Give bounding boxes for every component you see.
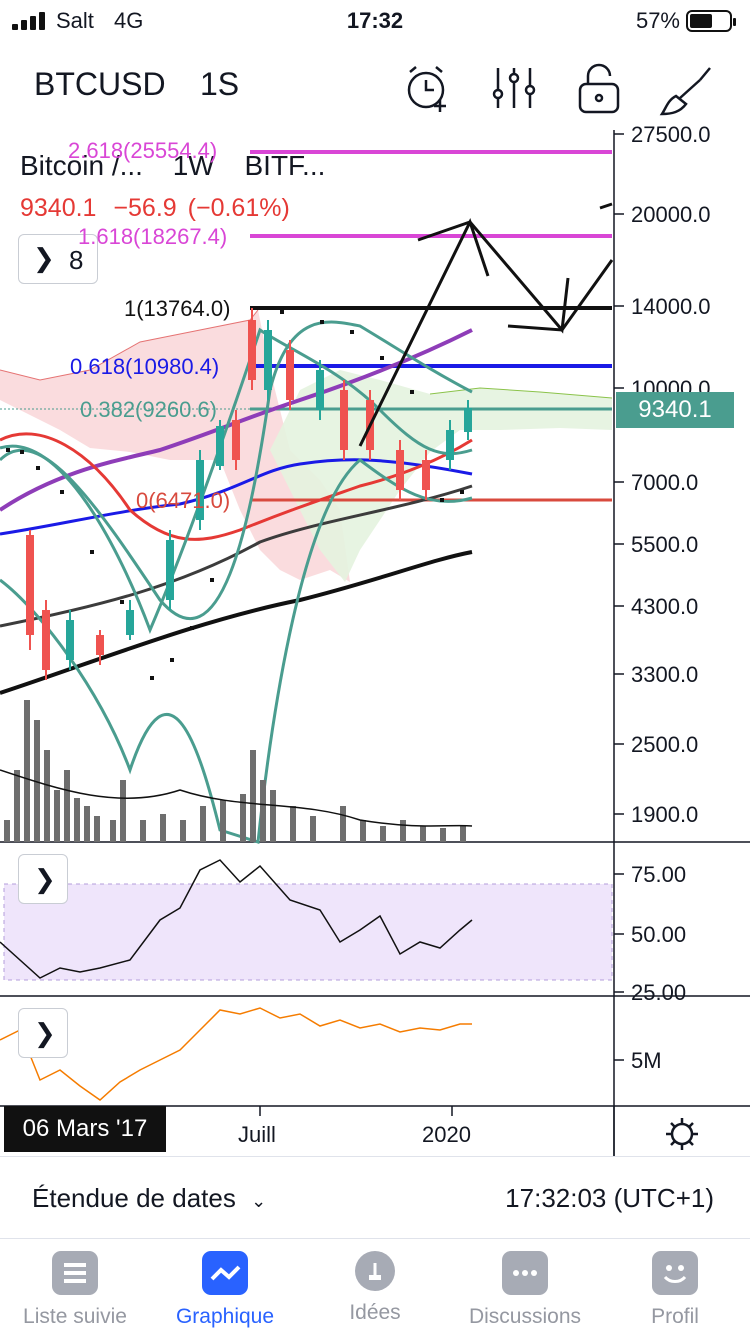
legend-exchange: BITF...	[244, 150, 326, 181]
time-axis-label: 2020	[422, 1122, 471, 1147]
legend-change-pct: (−0.61%)	[187, 194, 290, 222]
tab-label: Graphique	[175, 1305, 275, 1328]
legend-price-row: 9340.1 −56.9 (−0.61%)	[20, 194, 290, 223]
cursor-date-tag: 06 Mars '17	[4, 1106, 166, 1152]
watchlist-icon	[52, 1251, 98, 1295]
indicators-icon[interactable]	[486, 60, 542, 116]
symbol-button[interactable]: BTCUSD	[34, 66, 166, 102]
chart-header: BTCUSD 1S	[0, 44, 750, 130]
battery-percent: 57%	[635, 8, 680, 33]
chart-icon	[202, 1251, 248, 1295]
tab-chart[interactable]: Graphique	[150, 1239, 300, 1335]
chevron-right-icon: ❯	[34, 864, 56, 894]
tab-profile[interactable]: Profil	[600, 1239, 750, 1335]
rsi-panel-toggle-button[interactable]: ❯	[18, 854, 68, 904]
drawing-tool-icon[interactable]	[658, 60, 714, 116]
rsi-axis-label: 75.00	[631, 862, 687, 887]
rsi-axis-label: 50.00	[631, 922, 687, 947]
clock: 17:32	[346, 8, 404, 33]
battery-icon	[686, 10, 736, 32]
lock-icon[interactable]	[572, 60, 628, 116]
fib-label-1: 1(13764.0)	[124, 296, 231, 321]
indicators-toggle-button[interactable]: ❯ 8	[18, 234, 98, 284]
gear-icon	[666, 1118, 698, 1150]
date-range-dropdown[interactable]: Étendue de dates ⌄	[32, 1183, 266, 1214]
carrier-label: Salt	[56, 8, 94, 33]
price-axis-label: 7000.0	[631, 470, 699, 495]
tab-label: Liste suivie	[23, 1305, 127, 1328]
timezone-button[interactable]: 17:32:03 (UTC+1)	[505, 1183, 714, 1213]
legend-title: Bitcoin /...	[20, 150, 143, 181]
legend-interval: 1W	[172, 150, 215, 181]
fib-label-1618: 1.618(18267.4)	[78, 224, 228, 249]
price-axis-label: 2500.0	[631, 732, 699, 757]
signal-icon	[12, 12, 48, 30]
status-bar: Salt 4G 17:32 57%	[0, 0, 750, 44]
interval-button[interactable]: 1S	[200, 66, 240, 102]
lower-panel-toggle-button[interactable]: ❯	[18, 1008, 68, 1058]
rsi-axis-label: 25.00	[631, 980, 687, 1005]
tab-discussions[interactable]: Discussions	[450, 1239, 600, 1335]
chart-area[interactable]: 27500.0 20000.0 14000.0 10000.0 7000.0 5…	[0, 122, 750, 1156]
price-axis-label: 3300.0	[631, 662, 699, 687]
fib-label-0618: 0.618(10980.4)	[70, 354, 220, 379]
bottom-tab-bar: Liste suivie Graphique Idées Discussions…	[0, 1238, 750, 1335]
tab-label: Discussions	[468, 1305, 582, 1328]
chevron-right-icon: ❯	[34, 1018, 56, 1048]
chat-icon	[502, 1251, 548, 1295]
date-range-label: Étendue de dates	[32, 1183, 236, 1213]
fib-label-0382: 0.382(9260.6)	[80, 397, 217, 422]
ideas-icon	[355, 1251, 395, 1291]
date-range-bar: Étendue de dates ⌄ 17:32:03 (UTC+1)	[0, 1156, 750, 1239]
fib-label-0: 0(6471.0)	[136, 488, 231, 513]
indicators-count: 8	[69, 245, 84, 275]
time-axis-label: Juill	[238, 1122, 276, 1147]
chevron-down-icon: ⌄	[251, 1191, 267, 1211]
price-axis-label: 4300.0	[631, 594, 699, 619]
tab-label: Profil	[651, 1305, 699, 1328]
profile-icon	[652, 1251, 698, 1295]
legend-price: 9340.1	[20, 194, 97, 222]
chevron-right-icon: ❯	[33, 243, 55, 273]
price-axis-label: 1900.0	[631, 802, 699, 827]
price-axis-label: 27500.0	[631, 122, 711, 147]
current-price-tag: 9340.1	[616, 392, 734, 428]
price-axis-label: 20000.0	[631, 202, 711, 227]
fib-label-2618: 2.618(25554.4)	[68, 138, 218, 163]
tab-ideas[interactable]: Idées	[300, 1239, 450, 1335]
legend-title-row: Bitcoin /... 1W BITF...	[20, 150, 325, 182]
price-axis-label: 5500.0	[631, 532, 699, 557]
legend-change: −56.9	[113, 194, 177, 222]
tab-label: Idées	[349, 1301, 401, 1324]
price-axis-label: 14000.0	[631, 294, 711, 319]
tab-watchlist[interactable]: Liste suivie	[0, 1239, 150, 1335]
volume-axis-label: 5M	[631, 1048, 662, 1073]
network-label: 4G	[114, 8, 144, 33]
alarm-add-icon[interactable]	[400, 60, 456, 116]
